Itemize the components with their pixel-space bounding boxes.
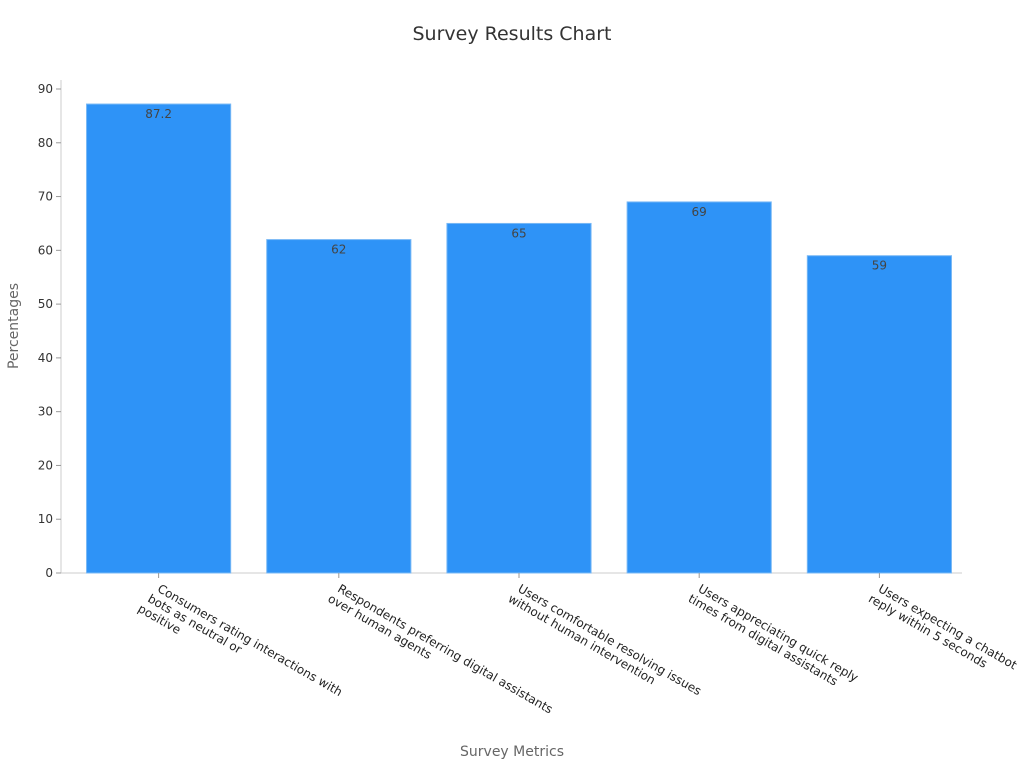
x-category-label-line: reply within 5 seconds (866, 591, 990, 670)
y-tick-label: 30 (38, 405, 53, 419)
bar (446, 222, 592, 574)
bar-data-label: 87.2 (145, 107, 172, 121)
x-category-label-line: without human intervention (506, 591, 658, 687)
bar-data-label: 69 (692, 205, 707, 219)
x-category-label-line: Consumers rating interactions with (155, 581, 345, 699)
y-tick-label: 10 (38, 512, 53, 526)
y-axis-title: Percentages (6, 283, 22, 369)
x-category-label-line: Users appreciating quick reply (696, 581, 861, 684)
bar (86, 103, 232, 574)
x-axis-title: Survey Metrics (460, 744, 564, 760)
data-labels: 87.2 62 65 69 59 (145, 107, 887, 273)
bars (86, 103, 952, 574)
y-tick-label: 90 (38, 82, 53, 96)
bar (626, 201, 772, 574)
x-category-label-line: Users expecting a chatbot (876, 581, 1020, 672)
x-category-label-line: Users comfortable resolving issues (516, 581, 704, 698)
y-tick-label: 50 (38, 297, 53, 311)
y-tick-label: 40 (38, 351, 53, 365)
bar (806, 255, 952, 574)
y-tick-label: 60 (38, 243, 53, 257)
y-axis-ticks: 0 10 20 30 40 50 60 70 80 90 (38, 82, 61, 580)
bar-data-label: 59 (872, 259, 887, 273)
chart-title: Survey Results Chart (413, 23, 612, 45)
y-tick-label: 0 (45, 566, 53, 580)
bar (266, 239, 412, 574)
y-tick-label: 70 (38, 190, 53, 204)
bar-data-label: 62 (331, 243, 346, 257)
x-category-label: Users comfortable resolving issueswithou… (506, 581, 704, 698)
x-category-label-line: times from digital assistants (686, 591, 840, 688)
y-tick-label: 80 (38, 136, 53, 150)
bar-data-label: 65 (511, 226, 526, 240)
y-tick-label: 20 (38, 458, 53, 472)
